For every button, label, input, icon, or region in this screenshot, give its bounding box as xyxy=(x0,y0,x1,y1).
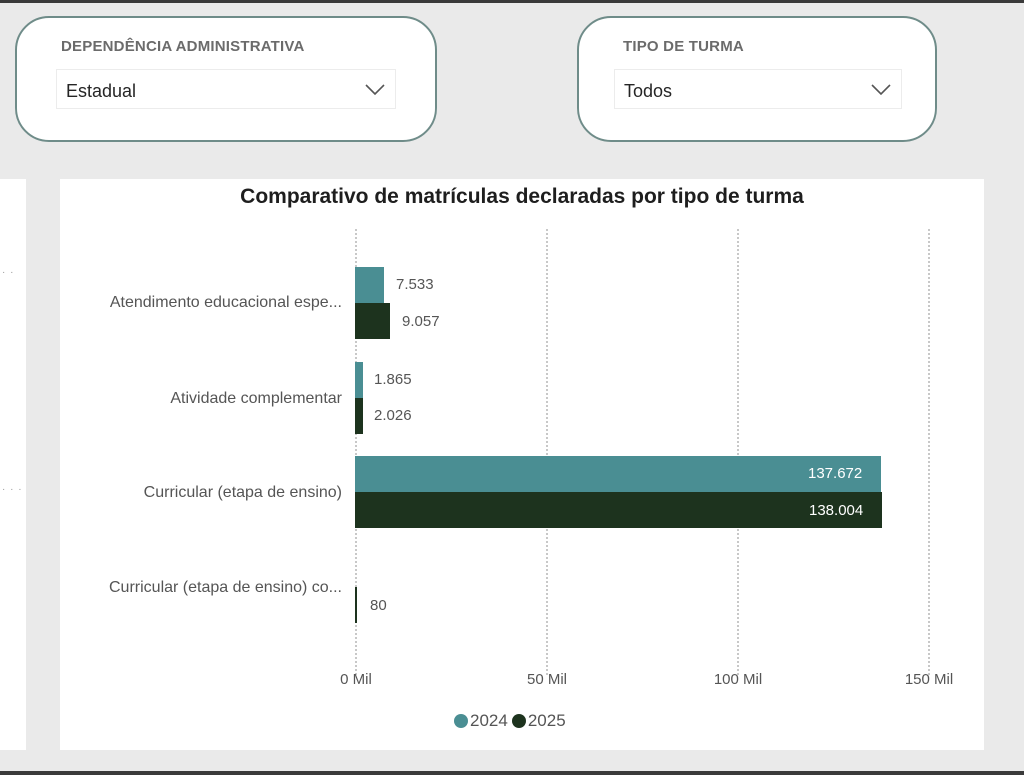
gridline-100 xyxy=(737,229,739,675)
bar-2025[interactable] xyxy=(355,492,882,528)
gridline-0 xyxy=(355,229,357,675)
filter-label: DEPENDÊNCIA ADMINISTRATIVA xyxy=(61,38,305,55)
chevron-down-icon xyxy=(365,84,385,96)
tipo-turma-dropdown[interactable]: Todos xyxy=(614,69,902,109)
bar-2024[interactable] xyxy=(355,456,881,492)
value-label: 137.672 xyxy=(808,465,863,482)
filter-dependencia-administrativa: DEPENDÊNCIA ADMINISTRATIVA Estadual xyxy=(15,16,437,142)
category-label: Curricular (etapa de ensino) co... xyxy=(109,579,342,596)
dropdown-selected-value: Todos xyxy=(624,81,673,101)
legend-item-2024[interactable]: 2024 xyxy=(454,711,508,731)
x-tick: 0 Mil xyxy=(340,671,372,688)
x-tick: 50 Mil xyxy=(526,671,568,688)
legend-item-2025[interactable]: 2025 xyxy=(511,711,566,731)
dropdown-selected-value: Estadual xyxy=(66,81,137,101)
x-tick: 150 Mil xyxy=(904,671,954,688)
overflow-dots: · · · xyxy=(2,484,23,495)
bar-2024[interactable] xyxy=(355,267,384,303)
overflow-dots: · · xyxy=(2,267,15,278)
bottom-border xyxy=(0,771,1024,775)
value-label: 80 xyxy=(370,597,387,614)
legend-dot-icon xyxy=(454,714,468,728)
gridline-50 xyxy=(546,229,548,675)
chart-legend: 2024 2025 xyxy=(454,711,570,731)
value-label: 9.057 xyxy=(402,313,440,330)
chevron-down-icon xyxy=(871,84,891,96)
left-partial-panel: · · · · · xyxy=(0,179,26,750)
bar-2025[interactable] xyxy=(355,303,390,339)
category-label: Curricular (etapa de ensino) xyxy=(143,484,342,501)
dependencia-dropdown[interactable]: Estadual xyxy=(56,69,396,109)
value-label: 138.004 xyxy=(809,502,864,519)
filter-label: TIPO DE TURMA xyxy=(623,38,744,55)
bar-2025[interactable] xyxy=(355,398,363,434)
category-label: Atendimento educacional espe... xyxy=(109,294,342,311)
legend-label: 2025 xyxy=(527,711,566,730)
legend-dot-icon xyxy=(511,714,526,728)
top-border xyxy=(0,0,1024,3)
legend-label: 2024 xyxy=(470,711,508,730)
bar-2024[interactable] xyxy=(355,362,363,398)
x-tick: 100 Mil xyxy=(713,671,763,688)
gridline-150 xyxy=(928,229,930,675)
chart-title: Comparativo de matrículas declaradas por… xyxy=(240,185,804,208)
bar-2025[interactable] xyxy=(355,587,357,623)
value-label: 7.533 xyxy=(396,276,434,293)
filter-tipo-de-turma: TIPO DE TURMA Todos xyxy=(577,16,937,142)
category-label: Atividade complementar xyxy=(170,390,342,407)
value-label: 1.865 xyxy=(374,371,412,388)
chart-card: Comparativo de matrículas declaradas por… xyxy=(60,179,984,750)
value-label: 2.026 xyxy=(374,407,412,424)
